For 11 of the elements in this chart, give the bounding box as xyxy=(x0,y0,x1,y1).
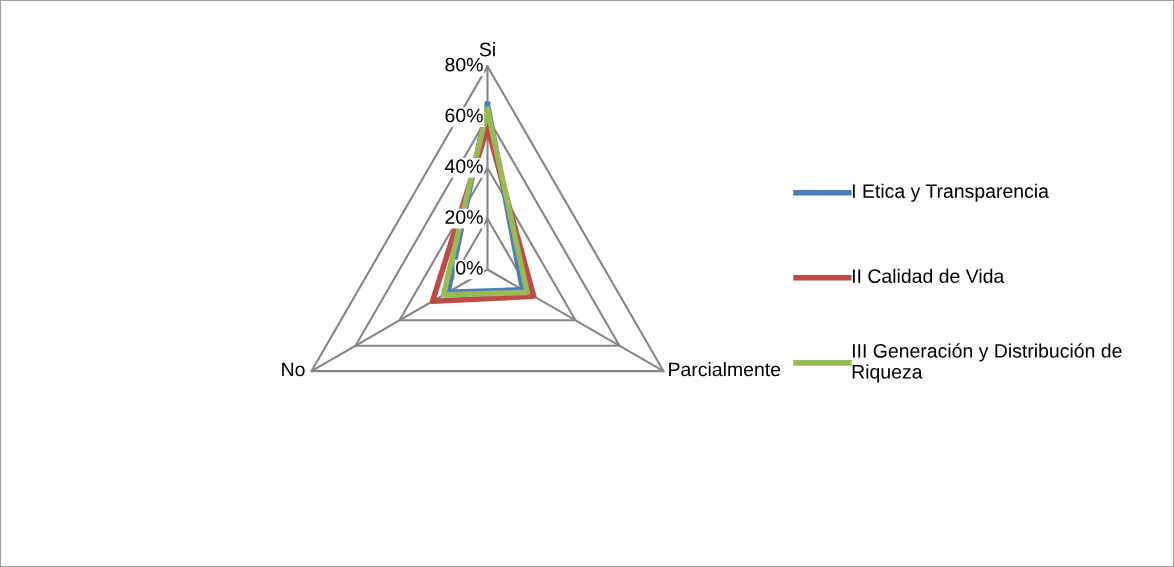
y-tick-label: 0% xyxy=(456,260,483,275)
y-tick-label: 60% xyxy=(445,108,483,123)
legend-label: I Etica y Transparencia xyxy=(852,183,1049,202)
spoke-label: Parcialmente xyxy=(669,362,781,377)
y-tick-label: 40% xyxy=(444,159,483,174)
spoke-label: Si xyxy=(479,42,495,57)
legend-label: II Calidad de Vida xyxy=(852,268,1005,284)
legend-label: III Generación y Distribución de Riqueza xyxy=(852,343,1122,383)
spoke-label: No xyxy=(282,362,305,377)
y-tick-label: 80% xyxy=(445,57,483,72)
y-tick-label: 20% xyxy=(445,210,483,224)
